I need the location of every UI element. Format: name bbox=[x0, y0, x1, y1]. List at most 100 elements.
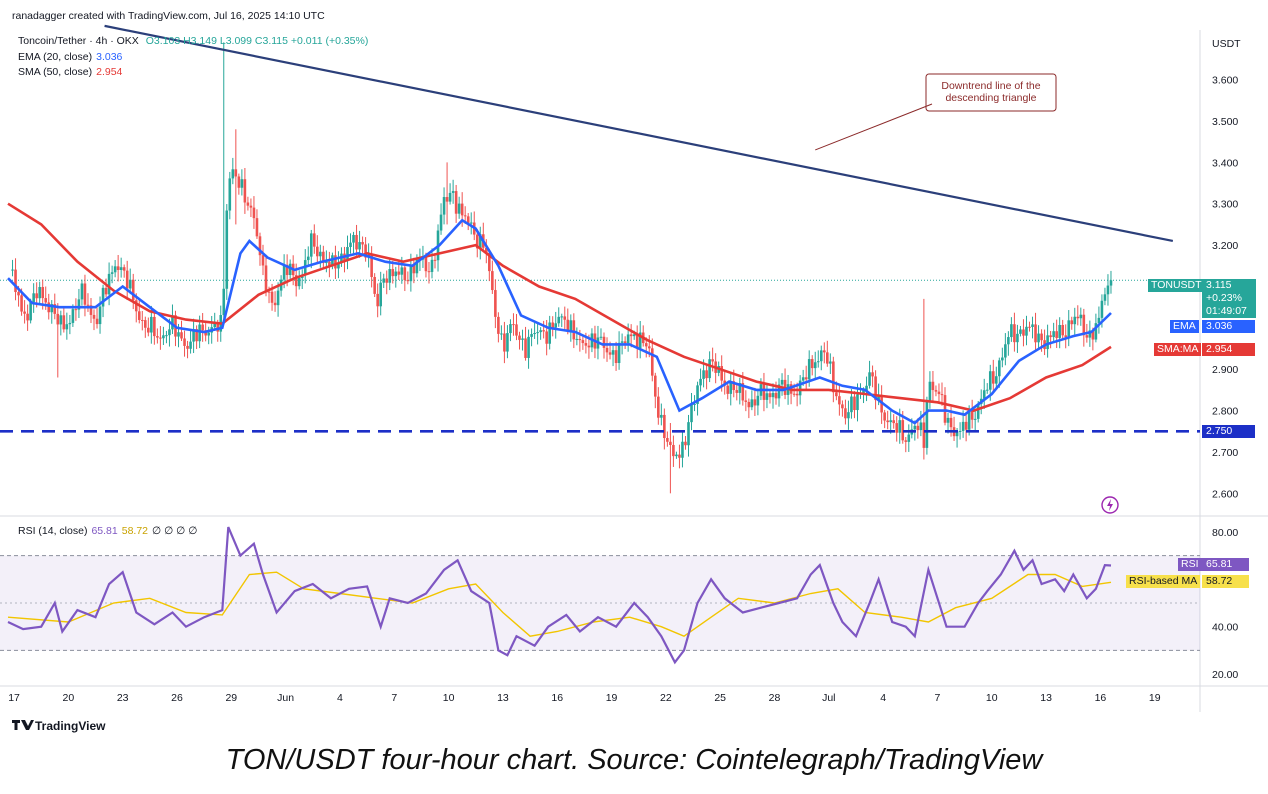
candle-body bbox=[524, 338, 527, 358]
candle-body bbox=[225, 210, 229, 289]
legend-ema[interactable]: EMA (20, close) 3.036 bbox=[18, 50, 122, 64]
candle-body bbox=[777, 384, 781, 399]
candle-body bbox=[20, 295, 23, 312]
price-tick-label: 3.200 bbox=[1212, 240, 1238, 252]
candle-body bbox=[183, 338, 186, 346]
candle-body bbox=[328, 261, 331, 267]
candle-body bbox=[41, 287, 45, 299]
candle-body bbox=[964, 421, 968, 430]
candle-body bbox=[1103, 294, 1107, 301]
candle-body bbox=[816, 361, 820, 363]
candle-body bbox=[186, 345, 189, 349]
candle-body bbox=[1010, 324, 1013, 338]
candle-body bbox=[137, 311, 141, 320]
candle-body bbox=[11, 269, 14, 271]
candle-body bbox=[89, 305, 93, 315]
candle-body bbox=[325, 261, 328, 264]
candle-body bbox=[346, 247, 349, 262]
candle-body bbox=[252, 207, 256, 219]
candle-body bbox=[156, 336, 159, 338]
candle-body bbox=[798, 380, 802, 396]
candle-body bbox=[192, 329, 195, 342]
downtrend-line[interactable] bbox=[104, 24, 1174, 243]
legend-sma[interactable]: SMA (50, close) 2.954 bbox=[18, 65, 122, 79]
candle-body bbox=[575, 338, 579, 340]
candle-body bbox=[125, 270, 129, 289]
annotation-line-2: descending triangle bbox=[945, 92, 1036, 104]
time-tick-label: 23 bbox=[117, 692, 129, 704]
candle-body bbox=[240, 179, 244, 188]
candle-body bbox=[485, 247, 488, 253]
candle-body bbox=[753, 399, 757, 406]
candle-body bbox=[1040, 333, 1043, 341]
candle-body bbox=[216, 322, 220, 332]
candle-body bbox=[702, 370, 705, 379]
candle-body bbox=[306, 256, 310, 261]
candle-body bbox=[792, 393, 796, 395]
candle-body bbox=[509, 324, 512, 334]
candle-body bbox=[666, 438, 669, 442]
candle-body bbox=[988, 371, 992, 390]
candle-body bbox=[838, 396, 841, 405]
symbol-price-tag: TONUSDT bbox=[1148, 279, 1205, 292]
candle-body bbox=[56, 313, 60, 325]
candle-body bbox=[98, 306, 102, 325]
candle-body bbox=[86, 304, 90, 306]
last-price: 3.115 bbox=[1206, 279, 1232, 291]
candle-body bbox=[488, 252, 491, 272]
candle-body bbox=[949, 417, 953, 428]
rsi-value-tag: 65.81 bbox=[1202, 558, 1249, 571]
candle-body bbox=[35, 293, 38, 299]
candle-body bbox=[448, 192, 452, 202]
candle-body bbox=[134, 300, 138, 312]
time-tick-label: 16 bbox=[1095, 692, 1107, 704]
candle-body bbox=[189, 341, 192, 349]
candle-body bbox=[762, 384, 766, 400]
candle-body bbox=[258, 236, 262, 256]
candle-body bbox=[563, 316, 567, 320]
legend-rsi[interactable]: RSI (14, close) 65.81 58.72 ∅ ∅ ∅ ∅ bbox=[18, 524, 197, 538]
candle-body bbox=[92, 314, 96, 319]
candle-body bbox=[331, 255, 334, 267]
currency-label[interactable]: USDT bbox=[1212, 38, 1241, 50]
candle-body bbox=[180, 332, 183, 339]
sma-line bbox=[7, 202, 1112, 412]
sma-label: SMA (50, close) bbox=[18, 66, 93, 78]
candle-body bbox=[1070, 320, 1074, 325]
candle-body bbox=[261, 255, 265, 266]
candle-body bbox=[1001, 357, 1004, 361]
candle-body bbox=[1094, 323, 1098, 340]
annotation-box[interactable] bbox=[925, 73, 1057, 112]
candle-body bbox=[101, 287, 105, 307]
candle-body bbox=[273, 302, 277, 306]
candle-body bbox=[850, 396, 853, 413]
price-tick-label: 3.300 bbox=[1212, 199, 1238, 211]
candle-body bbox=[222, 288, 226, 316]
candle-body bbox=[1055, 331, 1058, 338]
candle-body bbox=[889, 420, 892, 423]
replay-icon[interactable] bbox=[1101, 496, 1119, 514]
candle-body bbox=[726, 385, 730, 394]
sma-value-tag: 2.954 bbox=[1202, 343, 1255, 356]
candle-body bbox=[316, 246, 319, 257]
time-tick-label: Jul bbox=[822, 692, 835, 704]
sma-legend-value: 2.954 bbox=[96, 66, 123, 78]
candle-body bbox=[1016, 333, 1019, 343]
candle-body bbox=[638, 332, 642, 349]
candle-body bbox=[503, 333, 506, 352]
time-tick-label: Jun bbox=[277, 692, 294, 704]
time-tick-label: 10 bbox=[986, 692, 998, 704]
candle-body bbox=[813, 362, 817, 369]
candle-body bbox=[427, 271, 431, 273]
candle-body bbox=[168, 329, 171, 336]
price-tick-label: 2.600 bbox=[1212, 488, 1238, 500]
time-tick-label: 13 bbox=[497, 692, 509, 704]
candle-body bbox=[623, 341, 627, 344]
candle-body bbox=[358, 242, 361, 250]
candle-body bbox=[907, 434, 911, 442]
candle-body bbox=[403, 267, 407, 281]
price-tick-label: 2.800 bbox=[1212, 406, 1238, 418]
candle-body bbox=[1109, 280, 1113, 286]
candle-body bbox=[632, 334, 636, 337]
